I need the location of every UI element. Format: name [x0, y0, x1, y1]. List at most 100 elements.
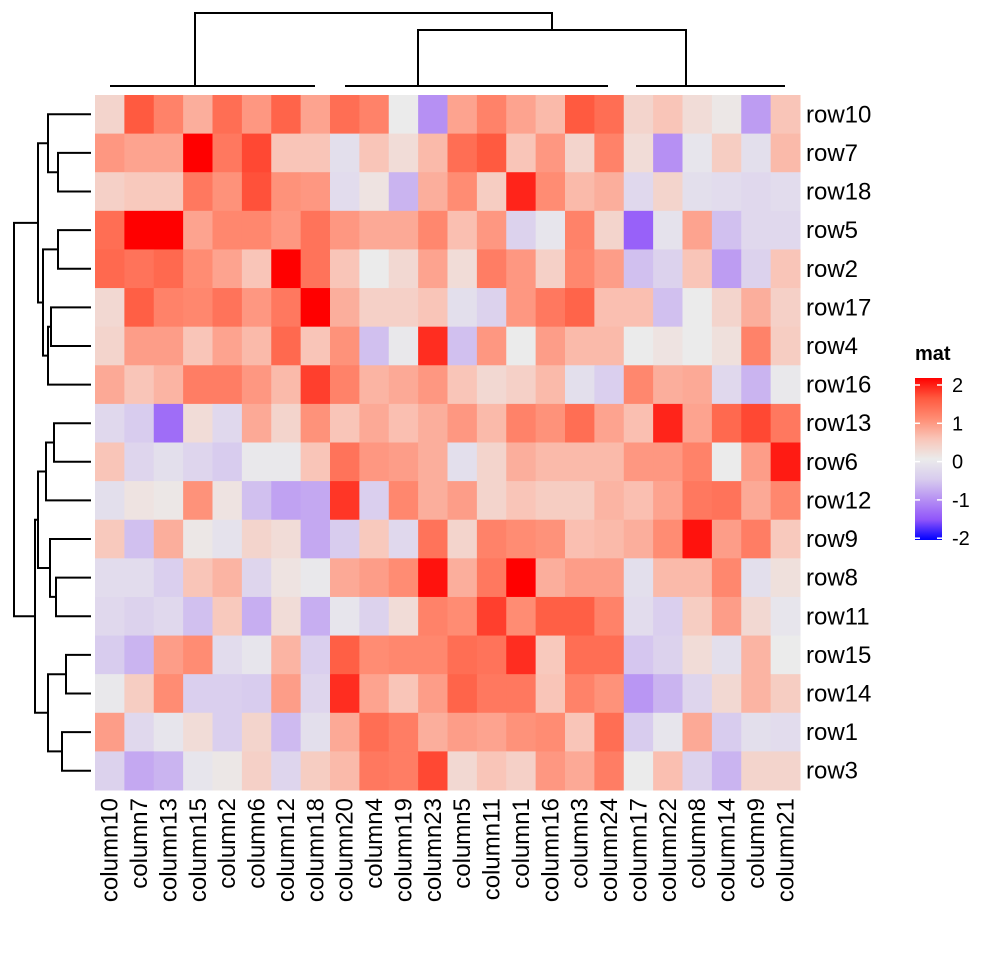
heatmap-cell — [241, 288, 272, 328]
heatmap-cell — [653, 210, 684, 250]
heatmap-cell — [623, 442, 654, 482]
heatmap-cell — [682, 442, 713, 482]
row-label: row8 — [806, 565, 858, 592]
heatmap-cell — [359, 519, 390, 559]
column-label: column3 — [567, 798, 594, 889]
heatmap-cell — [770, 288, 801, 328]
heatmap-cell — [447, 95, 478, 135]
heatmap-cell — [447, 403, 478, 443]
heatmap-cell — [388, 751, 419, 791]
heatmap-cell — [183, 288, 214, 328]
heatmap-cell — [623, 519, 654, 559]
heatmap-cell — [300, 365, 331, 405]
heatmap-cell — [271, 210, 302, 250]
heatmap-cell — [153, 712, 184, 752]
heatmap-cell — [476, 712, 507, 752]
heatmap-cell — [183, 365, 214, 405]
dendrogram-branch — [34, 518, 48, 714]
dendrogram-branch — [49, 538, 91, 598]
heatmap-cell — [183, 712, 214, 752]
heatmap-cell — [653, 288, 684, 328]
heatmap-cell — [594, 365, 625, 405]
heatmap-cell — [476, 481, 507, 521]
heatmap-cell — [565, 326, 595, 366]
heatmap-cell — [271, 365, 302, 405]
heatmap-cell — [271, 326, 302, 366]
heatmap-cell — [300, 519, 331, 559]
heatmap-cell — [300, 481, 331, 521]
heatmap-cell — [565, 481, 595, 521]
heatmap-cell — [476, 635, 507, 675]
heatmap-cell — [300, 596, 331, 637]
heatmap-cell — [212, 326, 243, 366]
heatmap-cell — [653, 712, 684, 752]
heatmap-cell — [95, 403, 125, 443]
heatmap-cell — [183, 249, 214, 289]
heatmap-cell — [418, 712, 449, 752]
heatmap-cell — [330, 365, 360, 405]
heatmap-cell — [506, 481, 537, 521]
heatmap-cell — [447, 442, 478, 482]
heatmap-cell — [594, 133, 625, 173]
row-label: row18 — [806, 179, 871, 206]
heatmap-cell — [124, 635, 155, 675]
heatmap-cell — [330, 403, 360, 443]
heatmap-cell — [653, 519, 684, 559]
heatmap-cell — [476, 558, 507, 598]
heatmap-cell — [594, 403, 625, 443]
heatmap-cell — [506, 288, 537, 328]
heatmap-cell — [271, 249, 302, 289]
heatmap-cell — [153, 249, 184, 289]
heatmap-cell — [359, 481, 390, 521]
heatmap-cell — [271, 442, 302, 482]
heatmap-cell — [711, 288, 742, 328]
column-label: column11 — [479, 798, 506, 900]
legend-tick-label: 0 — [952, 452, 963, 474]
heatmap-cell — [682, 481, 713, 521]
heatmap-cell — [330, 635, 360, 675]
heatmap-cell — [183, 326, 214, 366]
heatmap-cell — [682, 288, 713, 328]
heatmap-cell — [330, 751, 360, 791]
heatmap-cell — [594, 442, 625, 482]
heatmap-cell — [682, 596, 713, 637]
heatmap-cell — [153, 133, 184, 173]
heatmap-cell — [388, 403, 419, 443]
heatmap-cell — [711, 674, 742, 714]
heatmap-cell — [95, 712, 125, 752]
heatmap-cell — [124, 403, 155, 443]
heatmap-cell — [565, 133, 595, 173]
heatmap-cell — [300, 95, 331, 135]
row-label: row13 — [806, 410, 871, 437]
column-label: column8 — [684, 798, 711, 889]
heatmap-cell — [535, 365, 566, 405]
heatmap-cell — [653, 442, 684, 482]
heatmap-cell — [183, 210, 214, 250]
heatmap-cell — [95, 288, 125, 328]
heatmap-cell — [682, 172, 713, 212]
legend-colorbar — [915, 378, 942, 540]
heatmap-cell — [741, 674, 772, 714]
heatmap-cell — [271, 481, 302, 521]
heatmap-cell — [741, 95, 772, 135]
dendrogram-branch — [417, 29, 687, 86]
heatmap-cell — [682, 635, 713, 675]
heatmap-cell — [183, 558, 214, 598]
heatmap-cell — [212, 249, 243, 289]
heatmap-cell — [623, 288, 654, 328]
heatmap-cell — [124, 596, 155, 637]
heatmap-cell — [682, 133, 713, 173]
heatmap-cell — [95, 210, 125, 250]
heatmap-cell — [388, 674, 419, 714]
heatmap-cell — [447, 172, 478, 212]
column-label: column18 — [302, 798, 329, 902]
heatmap-cell — [359, 635, 390, 675]
heatmap-cell — [506, 210, 537, 250]
heatmap-cell — [770, 249, 801, 289]
heatmap-cell — [153, 210, 184, 250]
heatmap-cell — [95, 133, 125, 173]
legend-tick-label: -1 — [952, 490, 970, 512]
heatmap-cell — [359, 365, 390, 405]
heatmap-cell — [418, 249, 449, 289]
dendrogram-branch — [65, 653, 91, 695]
